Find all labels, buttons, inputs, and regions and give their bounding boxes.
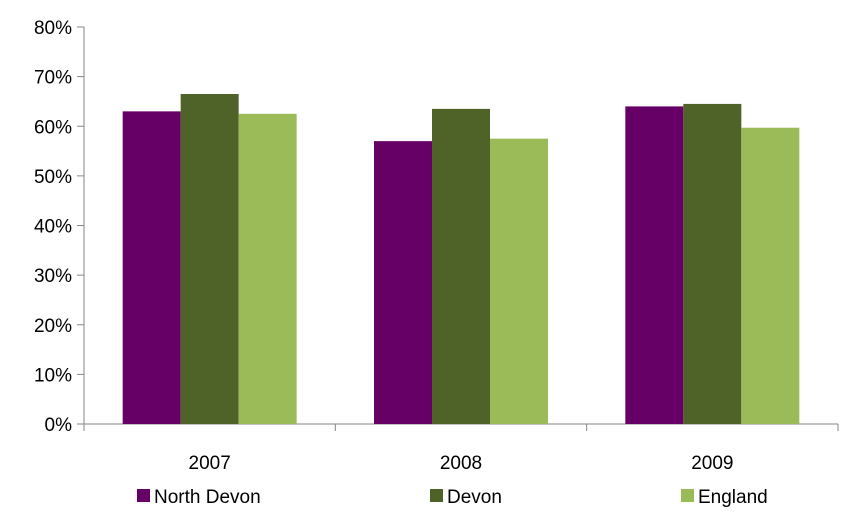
y-tick-label: 80%	[34, 18, 72, 39]
bar-devon	[180, 93, 239, 425]
y-tick-label: 20%	[34, 316, 72, 337]
y-tick-label: 60%	[34, 117, 72, 138]
y-tick-label: 0%	[45, 415, 73, 436]
y-tick-label: 40%	[34, 217, 72, 238]
x-category-label: 2009	[691, 453, 733, 474]
legend-label: England	[698, 487, 768, 508]
bar-devon	[432, 108, 490, 424]
y-tick-label: 10%	[34, 365, 72, 386]
bar-devon	[683, 103, 742, 424]
bar-north-devon	[625, 106, 684, 425]
bar-england	[490, 138, 548, 424]
legend-label: Devon	[447, 487, 502, 508]
bar-north-devon	[122, 111, 181, 425]
bar-north-devon	[374, 141, 432, 424]
y-tick-label: 30%	[34, 266, 72, 287]
x-category-label: 2008	[440, 453, 482, 474]
x-category-label: 2007	[189, 453, 231, 474]
chart-bars	[122, 93, 800, 425]
legend-swatch	[681, 489, 694, 502]
legend-swatch	[430, 489, 443, 502]
bar-england	[741, 127, 800, 425]
legend-swatch	[137, 489, 150, 502]
bar-england	[238, 113, 297, 424]
chart-labels: 0% 10% 20% 30% 40% 50% 60% 70% 80% 2007 2008 2009	[34, 18, 734, 474]
chart-legend: North Devon Devon England	[137, 487, 768, 508]
legend-label: North Devon	[154, 487, 261, 508]
y-tick-label: 70%	[34, 68, 72, 89]
y-tick-label: 50%	[34, 167, 72, 188]
